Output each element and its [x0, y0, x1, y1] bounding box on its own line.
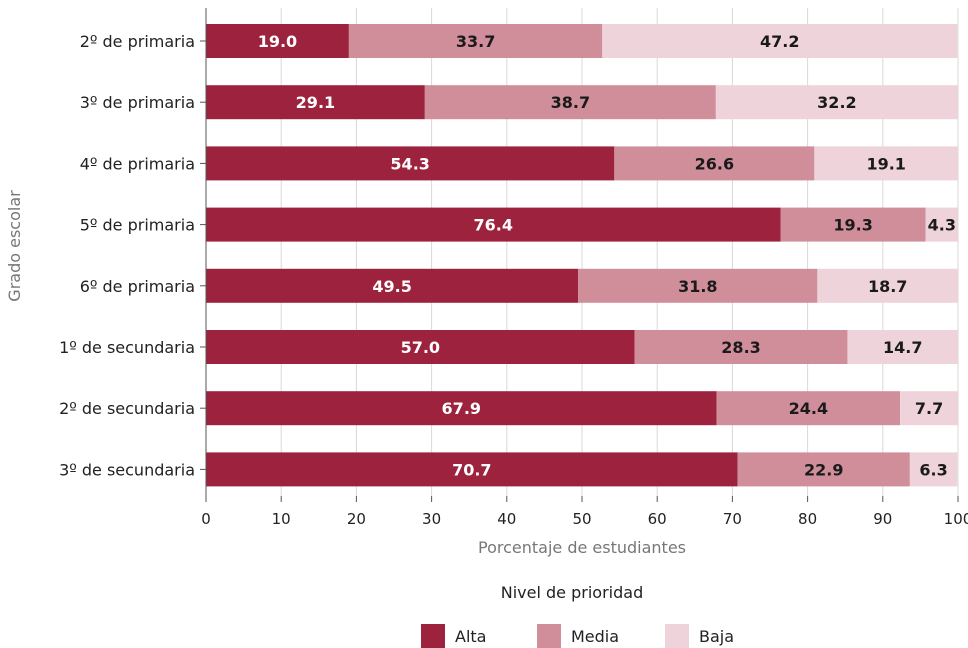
data-label: 14.7	[883, 338, 922, 357]
data-label: 47.2	[760, 32, 799, 51]
data-label: 31.8	[678, 277, 717, 296]
bar-segment-alta	[206, 391, 717, 426]
category-label: 5º de primaria	[80, 216, 195, 235]
y-axis-title: Grado escolar	[5, 190, 24, 302]
data-label: 4.3	[928, 216, 956, 235]
bar-segment-baja	[847, 330, 958, 364]
category-label: 3º de secundaria	[59, 460, 195, 479]
legend-title: Nivel de prioridad	[501, 583, 643, 602]
x-axis-title: Porcentaje de estudiantes	[478, 538, 686, 557]
data-label: 54.3	[390, 154, 429, 173]
data-label: 22.9	[804, 460, 843, 479]
x-tick-label: 80	[798, 510, 817, 528]
bar-segment-media	[578, 268, 818, 303]
bar-segment-baja	[900, 391, 958, 426]
category-label: 6º de primaria	[80, 277, 195, 296]
data-label: 70.7	[452, 460, 491, 479]
legend-swatch-media	[537, 624, 561, 648]
bar-segment-alta	[206, 452, 738, 487]
data-label: 57.0	[401, 338, 440, 357]
legend: Alta Media Baja	[421, 624, 734, 648]
x-tick-label: 50	[572, 510, 591, 528]
bar-segment-media	[424, 85, 716, 120]
data-label: 33.7	[456, 32, 495, 51]
data-label: 67.9	[442, 399, 481, 418]
bar-segment-media	[737, 452, 910, 487]
bars: 19.0 33.7 47.2 29.1 38.7 32.2 54.3 26.6 19.1 76.4…	[206, 24, 958, 487]
data-label: 38.7	[551, 93, 590, 112]
bar-segment-alta	[206, 207, 781, 242]
bar-segment-media	[634, 330, 848, 364]
category-label: 3º de primaria	[80, 93, 195, 112]
legend-swatch-baja	[665, 624, 689, 648]
x-tick-label: 30	[422, 510, 441, 528]
x-tick-label: 0	[201, 510, 211, 528]
data-label: 19.1	[866, 154, 905, 173]
legend-label: Media	[571, 627, 619, 646]
x-tick-label: 20	[347, 510, 366, 528]
x-tick-label: 90	[873, 510, 892, 528]
data-label: 32.2	[817, 93, 856, 112]
data-label: 76.4	[474, 216, 513, 235]
bar-segment-alta	[206, 146, 615, 181]
data-label: 24.4	[789, 399, 828, 418]
bar-segment-baja	[909, 452, 958, 487]
bar-segment-alta	[206, 85, 425, 120]
category-label: 4º de primaria	[80, 154, 195, 173]
bar-segment-alta	[206, 268, 579, 303]
bar-segment-media	[716, 391, 901, 426]
data-label: 6.3	[919, 460, 947, 479]
bar-segment-media	[780, 207, 926, 242]
data-label: 19.0	[258, 32, 297, 51]
bar-segment-baja	[817, 268, 958, 303]
x-tick-label: 10	[272, 510, 291, 528]
category-label: 2º de primaria	[80, 32, 195, 51]
bar-segment-media	[614, 146, 815, 181]
x-tick-label: 40	[497, 510, 516, 528]
bar-segment-baja	[925, 207, 958, 242]
data-label: 49.5	[372, 277, 411, 296]
data-label: 26.6	[695, 154, 734, 173]
legend-swatch-alta	[421, 624, 445, 648]
data-label: 7.7	[915, 399, 943, 418]
axes: 0 10 20 30 40 50 60 70 80 90 100 2º de primaria 3º d…	[59, 8, 968, 528]
data-label: 28.3	[721, 338, 760, 357]
bar-segment-baja	[715, 85, 958, 120]
category-label: 1º de secundaria	[59, 338, 195, 357]
data-label: 18.7	[868, 277, 907, 296]
legend-label: Alta	[455, 627, 486, 646]
x-tick-label: 100	[944, 510, 968, 528]
legend-label: Baja	[699, 627, 734, 646]
x-tick-label: 60	[648, 510, 667, 528]
data-label: 29.1	[296, 93, 335, 112]
x-tick-label: 70	[723, 510, 742, 528]
bar-segment-alta	[206, 24, 349, 58]
bar-segment-baja	[814, 146, 958, 181]
data-label: 19.3	[833, 216, 872, 235]
bar-segment-media	[348, 24, 603, 58]
category-label: 2º de secundaria	[59, 399, 195, 418]
bar-segment-baja	[602, 24, 958, 58]
bar-segment-alta	[206, 330, 635, 364]
